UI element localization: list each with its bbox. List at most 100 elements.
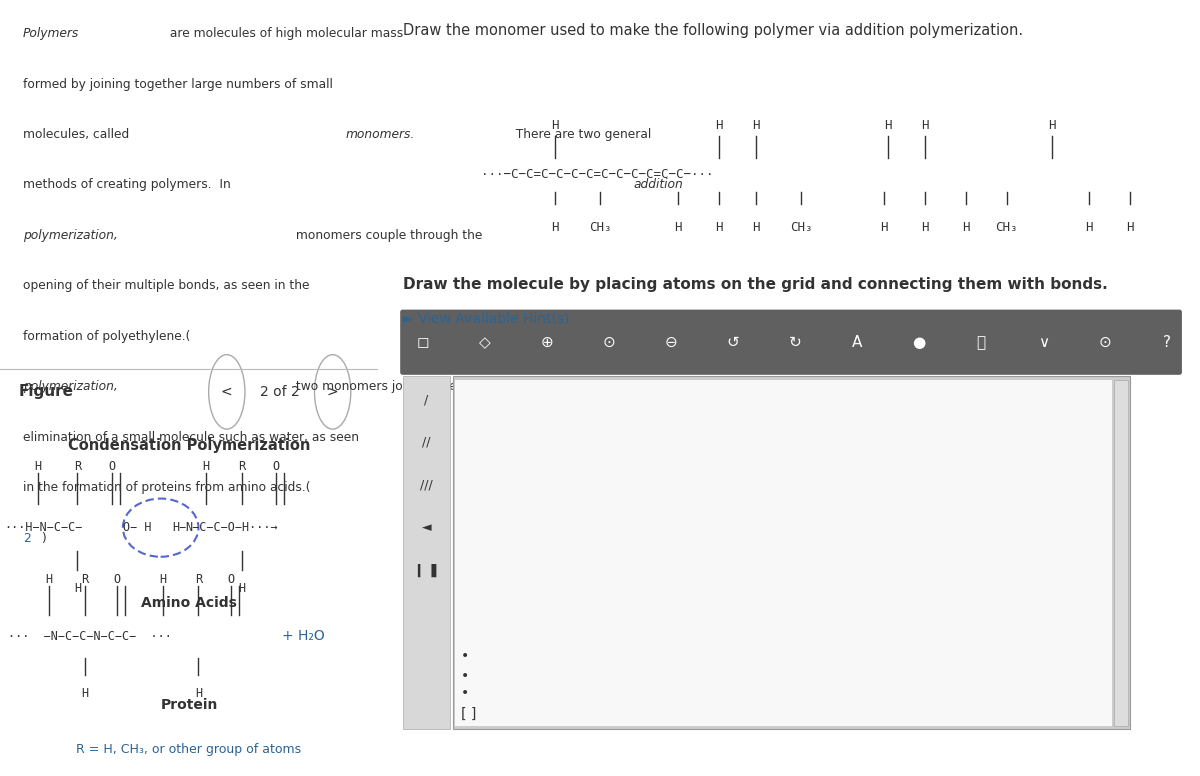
Text: ► View Available Hint(s): ► View Available Hint(s) [403,312,569,326]
Text: H: H [551,119,558,132]
Text: H: H [1085,221,1093,234]
Text: N−C−C−O−H···→: N−C−C−O−H···→ [185,521,278,534]
Text: H: H [194,687,202,700]
Text: R: R [82,573,89,586]
Text: •
•: • • [461,670,469,699]
Text: ⊖: ⊖ [665,334,678,350]
Text: addition: addition [634,178,683,192]
Text: CH₃: CH₃ [589,221,611,234]
Text: ▎▐: ▎▐ [416,563,436,577]
Text: monomers couple through the: monomers couple through the [292,229,482,242]
Text: in the formation of proteins from amino acids.(: in the formation of proteins from amino … [23,481,310,494]
Text: ◇: ◇ [479,334,491,350]
Text: ↺: ↺ [727,334,739,350]
Text: opening of their multiple bonds, as seen in the: opening of their multiple bonds, as seen… [23,279,310,293]
Text: ●: ● [912,334,925,350]
Text: condensation: condensation [760,330,841,343]
Text: H: H [752,119,760,132]
Text: H: H [920,119,929,132]
Text: ···H−N−C−C−: ···H−N−C−C− [4,521,82,534]
Text: O: O [272,460,280,473]
FancyBboxPatch shape [1114,380,1128,726]
Text: formed by joining together large numbers of small: formed by joining together large numbers… [23,78,332,91]
Text: O: O [108,460,115,473]
Text: ⊙: ⊙ [1099,334,1111,350]
Text: ↻: ↻ [788,334,802,350]
Text: ): ) [41,532,46,545]
Text: H: H [203,460,210,473]
Text: 2: 2 [23,532,30,545]
Text: H: H [82,687,89,700]
Text: Polymers: Polymers [23,27,79,40]
Text: H: H [715,119,722,132]
Text: /: / [425,393,428,406]
Text: + H₂O: + H₂O [282,629,324,643]
Text: //: // [422,436,431,449]
Text: Amino Acids: Amino Acids [142,596,236,610]
Text: ?: ? [1163,334,1171,350]
Text: ···  −N−C−C−N−C−C−  ···: ··· −N−C−C−N−C−C− ··· [7,630,172,643]
Text: H: H [239,582,246,595]
Text: There are two general: There are two general [508,128,650,141]
Text: ///: /// [420,479,433,491]
Text: H: H [158,573,166,586]
Text: Figure 1: Figure 1 [508,330,557,343]
Text: [ ]: [ ] [461,707,476,721]
Text: Draw the monomer used to make the following polymer via addition polymerization.: Draw the monomer used to make the follow… [403,23,1022,38]
Text: elimination of a small molecule such as water, as seen: elimination of a small molecule such as … [23,431,359,444]
Text: 2 of 2: 2 of 2 [260,385,300,399]
Text: H: H [1127,221,1134,234]
Text: H: H [551,221,558,234]
Text: <: < [221,385,233,399]
Text: Condensation Polymerization: Condensation Polymerization [68,438,310,453]
Text: A: A [852,334,863,350]
FancyBboxPatch shape [452,376,1130,729]
Text: monomers.: monomers. [346,128,415,141]
Text: ◻: ◻ [416,334,430,350]
Text: O− H: O− H [122,521,151,534]
Text: H−: H− [172,521,186,534]
Text: are molecules of high molecular mass: are molecules of high molecular mass [167,27,403,40]
Text: polymerization,: polymerization, [23,229,118,242]
Text: R = H, CH₃, or other group of atoms: R = H, CH₃, or other group of atoms [77,743,301,757]
Text: H: H [884,119,892,132]
Text: ···−C−C=C−C−C−C=C−C−C−C=C−C−···: ···−C−C=C−C−C−C=C−C−C−C=C−C−··· [481,168,713,181]
Text: H: H [1049,119,1056,132]
Text: >: > [326,385,338,399]
Text: ⊙: ⊙ [602,334,616,350]
Text: •: • [461,649,469,663]
Text: )  In: ) In [652,330,679,343]
Text: Protein: Protein [161,698,217,712]
Text: H: H [880,221,887,234]
Text: formation of polyethylene.(: formation of polyethylene.( [23,330,190,343]
Text: H: H [674,221,682,234]
Text: R: R [74,460,82,473]
Text: H: H [920,221,929,234]
Text: H: H [962,221,970,234]
Text: H: H [35,460,41,473]
Text: H: H [752,221,760,234]
Text: O: O [114,573,121,586]
Text: ∨: ∨ [1038,334,1049,350]
Text: polymerization,: polymerization, [23,380,118,393]
FancyBboxPatch shape [403,376,450,729]
Text: H: H [74,582,82,595]
Text: O: O [227,573,234,586]
Text: Figure: Figure [19,384,74,400]
Text: Draw the molecule by placing atoms on the grid and connecting them with bonds.: Draw the molecule by placing atoms on th… [403,277,1108,292]
Text: two monomers join by the: two monomers join by the [292,380,457,393]
FancyBboxPatch shape [455,380,1112,726]
Text: H: H [715,221,722,234]
Text: molecules, called: molecules, called [23,128,133,141]
Text: ⓘ: ⓘ [977,334,985,350]
Text: ◄: ◄ [421,521,431,534]
Text: H: H [46,573,53,586]
Text: R: R [239,460,246,473]
Text: ⊕: ⊕ [541,334,553,350]
FancyBboxPatch shape [400,310,1182,375]
Text: Figure: Figure [866,481,905,494]
Text: methods of creating polymers.  In: methods of creating polymers. In [23,178,234,192]
Text: R: R [194,573,202,586]
Text: CH₃: CH₃ [790,221,812,234]
Text: CH₃: CH₃ [996,221,1018,234]
